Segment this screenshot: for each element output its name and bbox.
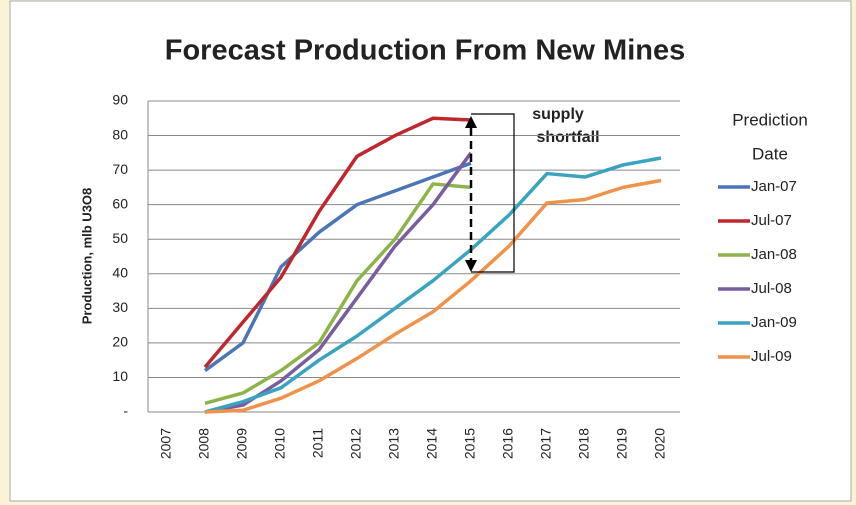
legend-label: Jan-07 <box>751 178 797 195</box>
y-tick-label: 60 <box>112 195 128 211</box>
chart-frame <box>9 0 852 502</box>
x-tick-label: 2015 <box>462 428 478 459</box>
x-tick-label: 2010 <box>272 428 288 459</box>
legend-title: Date <box>752 144 788 163</box>
x-tick-label: 2018 <box>576 428 592 459</box>
y-tick-label: - <box>123 403 128 419</box>
y-tick-label: 40 <box>112 264 128 280</box>
annotation-bracket <box>471 113 515 273</box>
x-tick-label: 2012 <box>348 428 364 459</box>
series-line <box>204 182 472 406</box>
y-tick-label: 30 <box>112 299 128 315</box>
y-tick-label: 70 <box>112 161 128 177</box>
legend-label: Jul-08 <box>751 280 792 297</box>
annotation-arrowhead <box>465 116 477 128</box>
x-tick-label: 2019 <box>614 428 630 459</box>
legend-label: Jul-09 <box>751 348 792 365</box>
x-tick-label: 2016 <box>500 428 516 459</box>
y-axis-label: Production, mlb U3O8 <box>79 188 94 325</box>
x-tick-label: 2020 <box>652 428 668 459</box>
chart-title: Forecast Production From New Mines <box>165 35 685 67</box>
legend-label: Jan-09 <box>751 314 797 331</box>
x-tick-label: 2007 <box>158 428 174 459</box>
y-tick-label: 50 <box>112 230 128 246</box>
annotation-box <box>514 108 606 150</box>
annotation-arrowhead <box>465 260 477 272</box>
y-tick-label: 10 <box>112 368 128 384</box>
annotation: shortfall <box>536 129 599 146</box>
series-line <box>204 156 662 414</box>
legend-label: Jul-07 <box>751 212 792 229</box>
x-tick-label: 2011 <box>310 428 326 458</box>
x-tick-label: 2009 <box>234 428 250 459</box>
x-tick-label: 2013 <box>386 428 402 459</box>
x-tick-label: 2014 <box>424 428 440 459</box>
x-tick-label: 2008 <box>196 428 212 459</box>
annotation: supply <box>532 106 584 123</box>
x-tick-label: 2017 <box>538 428 554 459</box>
series-line <box>203 116 472 369</box>
series-line <box>203 161 472 372</box>
legend-label: Jan-08 <box>751 246 797 263</box>
legend-title: Prediction <box>732 110 808 129</box>
series-line <box>204 178 662 414</box>
y-tick-label: 20 <box>112 334 128 350</box>
y-tick-label: 90 <box>112 92 128 108</box>
y-tick-label: 80 <box>112 126 128 142</box>
